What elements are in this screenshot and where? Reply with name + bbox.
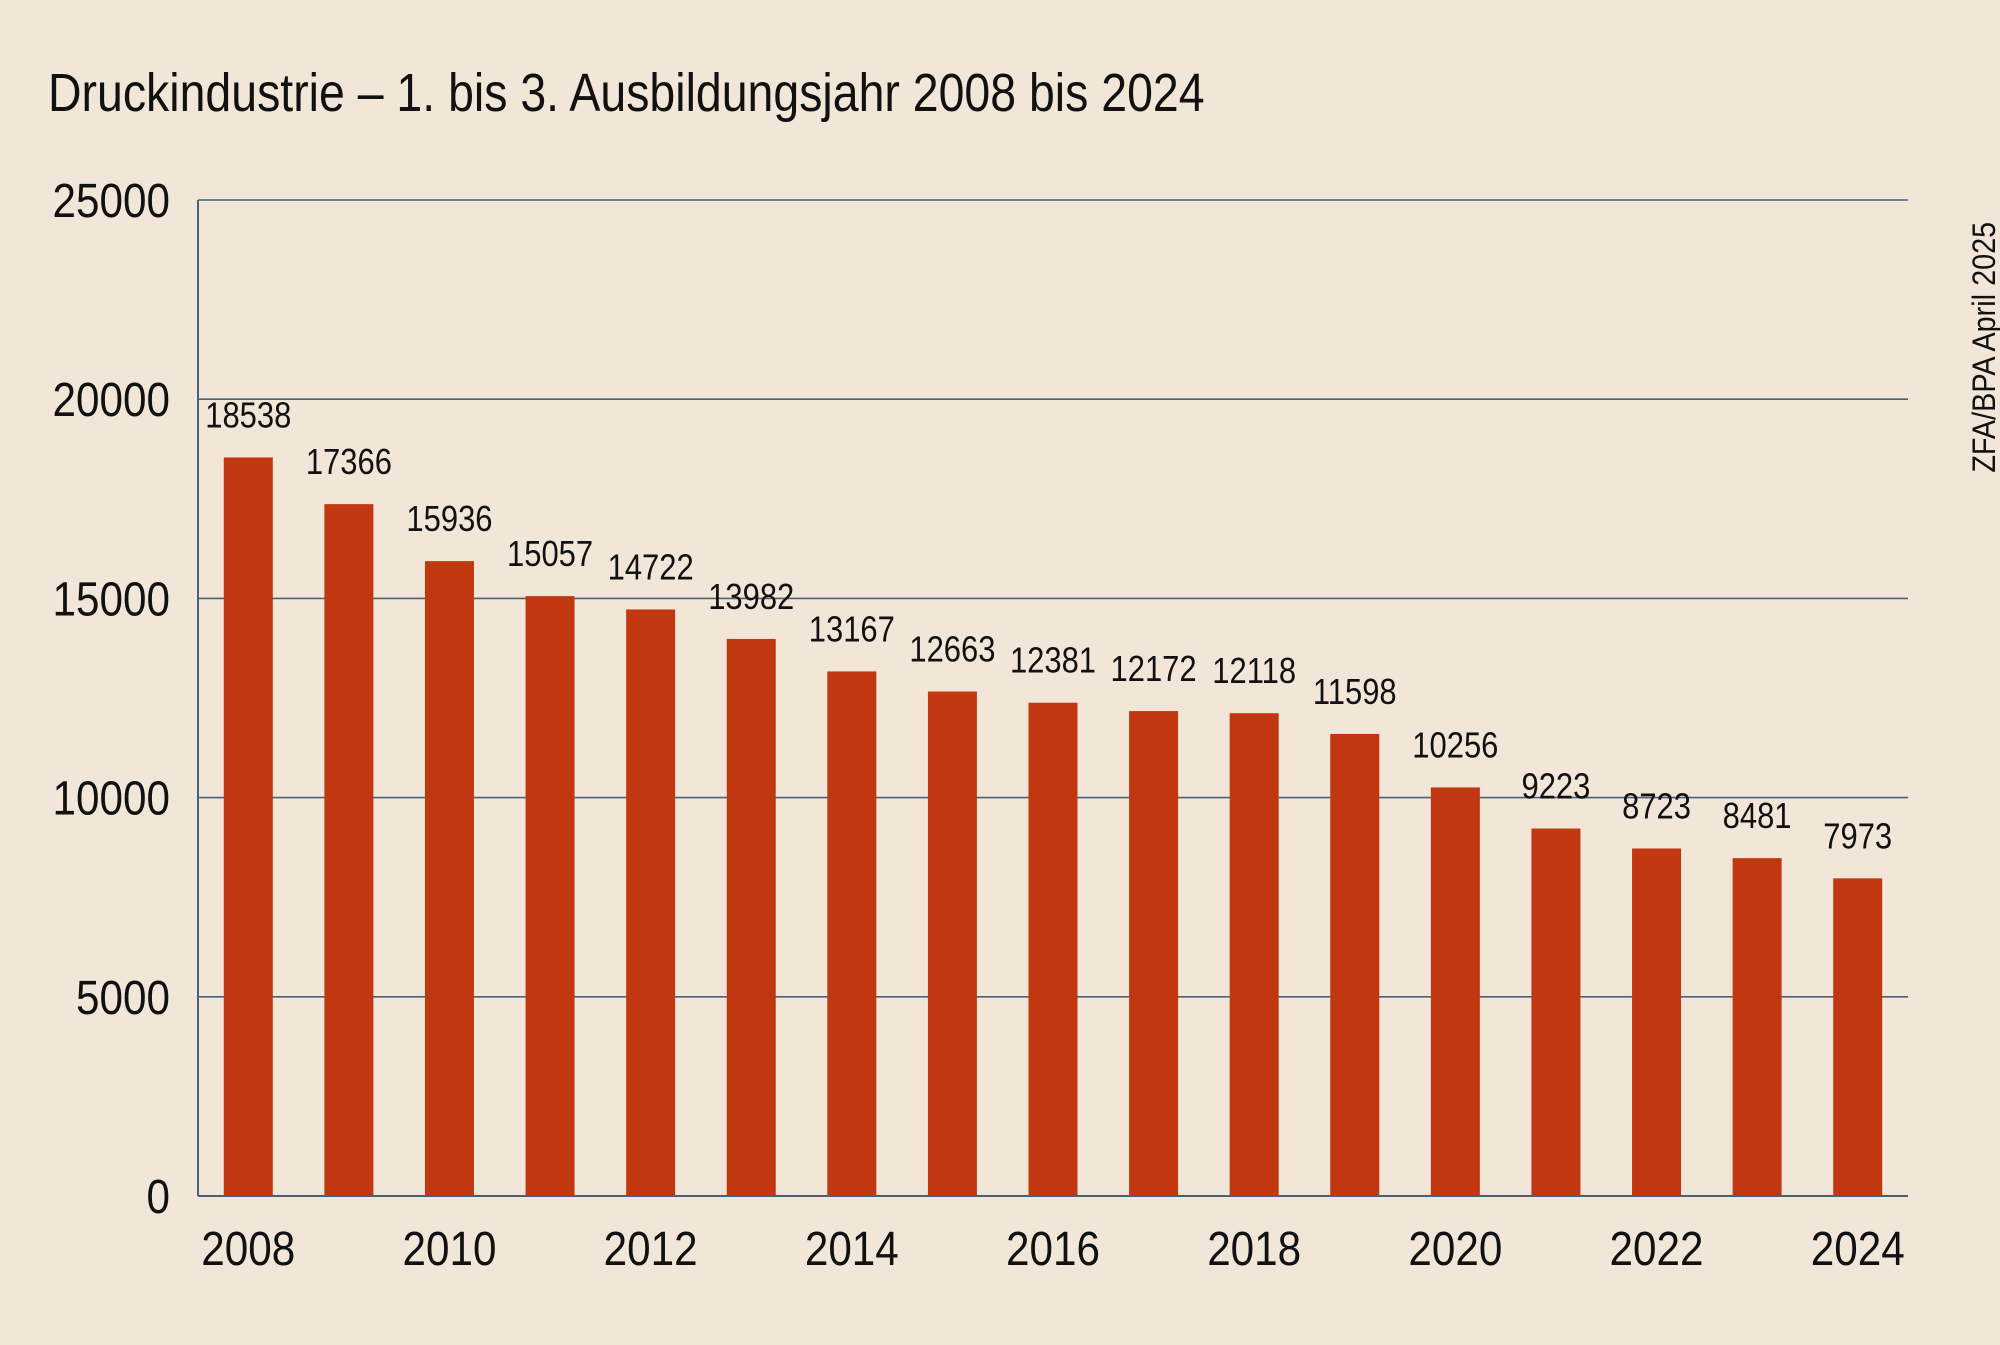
x-tick-label: 2008	[201, 1221, 295, 1275]
value-label: 9223	[1522, 767, 1591, 807]
value-label: 14722	[608, 548, 694, 588]
value-label: 12118	[1212, 652, 1296, 692]
value-label: 18538	[205, 396, 291, 436]
bar	[424, 561, 474, 1196]
value-label: 12172	[1111, 650, 1197, 690]
value-label: 12381	[1010, 642, 1096, 682]
x-tick-label: 2016	[1006, 1221, 1100, 1275]
value-label: 13982	[708, 578, 794, 618]
y-tick-label: 5000	[76, 970, 170, 1024]
value-label: 15057	[507, 535, 593, 575]
bar	[1833, 878, 1883, 1196]
value-label: 13167	[809, 610, 895, 650]
bar	[1632, 848, 1682, 1196]
bar	[1129, 711, 1179, 1196]
axes	[197, 200, 1908, 1197]
bar	[927, 691, 977, 1196]
x-tick-label: 2018	[1207, 1221, 1301, 1275]
x-tick-label: 2020	[1408, 1221, 1502, 1275]
bar	[223, 457, 273, 1197]
bar	[1229, 713, 1279, 1196]
bar	[726, 638, 776, 1196]
value-label: 17366	[306, 443, 392, 483]
bar	[1732, 858, 1782, 1196]
bar	[324, 504, 374, 1196]
value-label: 11598	[1313, 673, 1397, 713]
y-tick-label: 15000	[53, 572, 170, 626]
y-tick-label: 20000	[53, 373, 170, 427]
bars	[223, 457, 1883, 1197]
x-tick-label: 2024	[1811, 1221, 1905, 1275]
bar	[1531, 828, 1581, 1196]
bar	[626, 609, 676, 1196]
bar	[1430, 787, 1480, 1196]
x-tick-label: 2010	[402, 1221, 496, 1275]
y-tick-label: 10000	[53, 771, 170, 825]
bar	[827, 671, 877, 1196]
x-tick-label: 2014	[805, 1221, 899, 1275]
x-axis-ticks: 2008 2010 2012 2014 2016 2018 2020 2022 2024	[201, 1221, 1904, 1275]
value-label: 7973	[1823, 817, 1892, 857]
x-tick-label: 2012	[604, 1221, 698, 1275]
value-label: 15936	[406, 500, 492, 540]
value-label: 8481	[1723, 797, 1792, 837]
bar	[1028, 702, 1078, 1196]
bar	[1330, 733, 1380, 1196]
y-tick-label: 0	[147, 1169, 170, 1223]
bar	[525, 596, 575, 1196]
x-tick-label: 2022	[1610, 1221, 1704, 1275]
value-label: 10256	[1412, 726, 1498, 766]
y-axis-ticks: 0 5000 10000 15000 20000 25000	[53, 173, 170, 1223]
value-label: 12663	[909, 630, 995, 670]
chart-title: Druckindustrie – 1. bis 3. Ausbildungsja…	[48, 63, 1205, 123]
value-labels: 18538 17366 15936 15057 14722 13982 13167 12663…	[205, 396, 1892, 857]
y-tick-label: 25000	[53, 173, 170, 227]
value-label: 8723	[1622, 787, 1691, 827]
